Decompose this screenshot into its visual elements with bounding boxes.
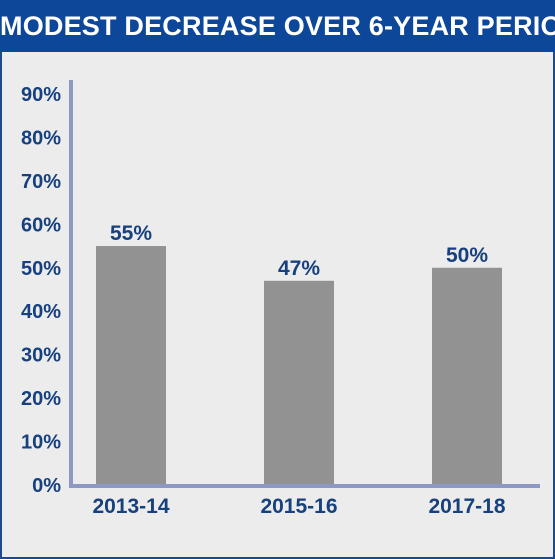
data-labels: 55% 47% 50% [110,222,488,280]
y-axis-tick-labels: 0% 10% 20% 30% 40% 50% 60% 70% 80% 90% [21,84,61,497]
y-tick-label: 40% [21,301,61,323]
bar [96,246,166,485]
y-tick-label: 0% [32,475,61,497]
y-tick-label: 80% [21,127,61,149]
y-tick-label: 90% [21,84,61,106]
y-tick-label: 10% [21,432,61,454]
y-tick-label: 70% [21,171,61,193]
data-label: 50% [446,244,488,267]
bar [432,267,502,485]
bars [96,246,502,485]
bar [264,280,334,485]
y-tick-label: 30% [21,345,61,367]
x-category-label: 2015-16 [260,495,337,518]
y-tick-label: 50% [21,258,61,280]
x-category-label: 2013-14 [92,495,169,518]
chart-header: MODEST DECREASE OVER 6-YEAR PERIOD [0,0,555,52]
y-tick-label: 20% [21,388,61,410]
x-axis-category-labels: 2013-14 2015-16 2017-18 [92,495,505,518]
data-label: 55% [110,222,152,245]
data-label: 47% [278,257,320,280]
chart-title: MODEST DECREASE OVER 6-YEAR PERIOD [0,11,555,41]
x-category-label: 2017-18 [428,495,505,518]
y-tick-label: 60% [21,214,61,236]
